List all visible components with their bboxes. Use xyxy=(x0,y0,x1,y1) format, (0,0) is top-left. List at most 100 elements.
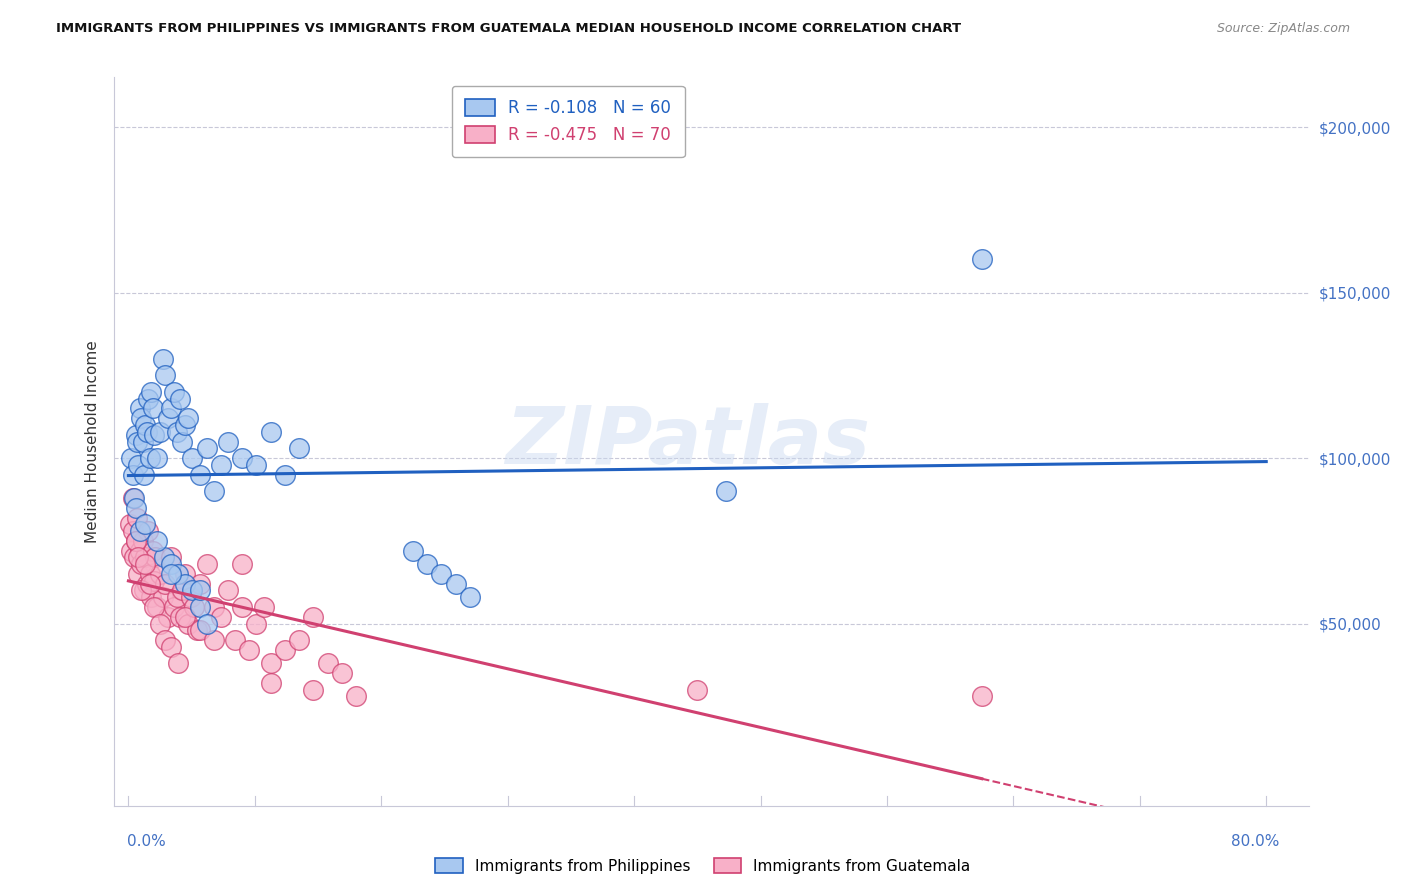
Point xyxy=(135,425,157,439)
Point xyxy=(142,543,165,558)
Point xyxy=(259,676,281,690)
Point xyxy=(224,633,246,648)
Point xyxy=(152,351,174,366)
Point xyxy=(169,610,191,624)
Legend: Immigrants from Philippines, Immigrants from Guatemala: Immigrants from Philippines, Immigrants … xyxy=(429,852,977,880)
Point xyxy=(202,484,225,499)
Point xyxy=(131,533,153,548)
Point xyxy=(146,533,169,548)
Point xyxy=(135,577,157,591)
Point xyxy=(458,590,481,604)
Point xyxy=(134,417,156,432)
Point xyxy=(160,557,183,571)
Point xyxy=(181,451,204,466)
Point xyxy=(302,682,325,697)
Point xyxy=(120,543,142,558)
Point xyxy=(122,550,145,565)
Point xyxy=(202,600,225,615)
Point xyxy=(124,533,146,548)
Point xyxy=(174,577,197,591)
Point xyxy=(143,428,166,442)
Legend: R = -0.108   N = 60, R = -0.475   N = 70: R = -0.108 N = 60, R = -0.475 N = 70 xyxy=(451,86,685,157)
Point xyxy=(128,543,150,558)
Point xyxy=(316,657,339,671)
Point xyxy=(172,434,194,449)
Point xyxy=(231,451,253,466)
Point xyxy=(157,411,180,425)
Point xyxy=(125,510,148,524)
Point xyxy=(163,600,186,615)
Point xyxy=(259,657,281,671)
Point xyxy=(129,557,152,571)
Point xyxy=(157,610,180,624)
Point xyxy=(274,467,297,482)
Point xyxy=(686,682,709,697)
Point xyxy=(142,401,165,416)
Point xyxy=(124,500,146,515)
Point xyxy=(274,643,297,657)
Text: Source: ZipAtlas.com: Source: ZipAtlas.com xyxy=(1216,22,1350,36)
Point xyxy=(149,616,172,631)
Point xyxy=(160,550,183,565)
Point xyxy=(134,557,156,571)
Point xyxy=(152,590,174,604)
Point xyxy=(124,428,146,442)
Point xyxy=(149,425,172,439)
Point xyxy=(145,550,167,565)
Point xyxy=(202,633,225,648)
Point xyxy=(344,690,367,704)
Point xyxy=(166,425,188,439)
Point xyxy=(134,550,156,565)
Point xyxy=(181,583,204,598)
Point xyxy=(188,600,211,615)
Point xyxy=(172,583,194,598)
Point xyxy=(134,517,156,532)
Point xyxy=(125,434,148,449)
Point xyxy=(153,550,176,565)
Point xyxy=(174,610,197,624)
Point xyxy=(217,583,239,598)
Point xyxy=(155,368,177,383)
Point xyxy=(195,441,218,455)
Point xyxy=(139,451,162,466)
Point xyxy=(121,467,143,482)
Point xyxy=(188,467,211,482)
Point xyxy=(416,557,439,571)
Point xyxy=(127,458,149,472)
Point xyxy=(970,252,993,267)
Text: 0.0%: 0.0% xyxy=(127,834,166,849)
Y-axis label: Median Household Income: Median Household Income xyxy=(86,340,100,543)
Point xyxy=(167,566,190,581)
Point xyxy=(430,566,453,581)
Point xyxy=(143,600,166,615)
Point xyxy=(252,600,274,615)
Point xyxy=(209,458,232,472)
Point xyxy=(167,657,190,671)
Point xyxy=(188,577,211,591)
Point xyxy=(129,583,152,598)
Point xyxy=(188,624,211,638)
Point xyxy=(330,666,353,681)
Text: ZIPatlas: ZIPatlas xyxy=(505,402,870,481)
Point xyxy=(163,384,186,399)
Point xyxy=(122,491,145,505)
Point xyxy=(160,640,183,654)
Point xyxy=(288,633,311,648)
Point xyxy=(444,577,467,591)
Point xyxy=(402,543,425,558)
Point xyxy=(155,577,177,591)
Point xyxy=(195,557,218,571)
Point xyxy=(180,590,202,604)
Point xyxy=(121,524,143,538)
Point xyxy=(231,557,253,571)
Point xyxy=(129,411,152,425)
Text: IMMIGRANTS FROM PHILIPPINES VS IMMIGRANTS FROM GUATEMALA MEDIAN HOUSEHOLD INCOME: IMMIGRANTS FROM PHILIPPINES VS IMMIGRANT… xyxy=(56,22,962,36)
Point xyxy=(131,434,153,449)
Point xyxy=(128,401,150,416)
Point xyxy=(160,401,183,416)
Point xyxy=(136,524,159,538)
Point xyxy=(141,590,163,604)
Point xyxy=(146,600,169,615)
Point xyxy=(141,384,163,399)
Point xyxy=(160,566,183,581)
